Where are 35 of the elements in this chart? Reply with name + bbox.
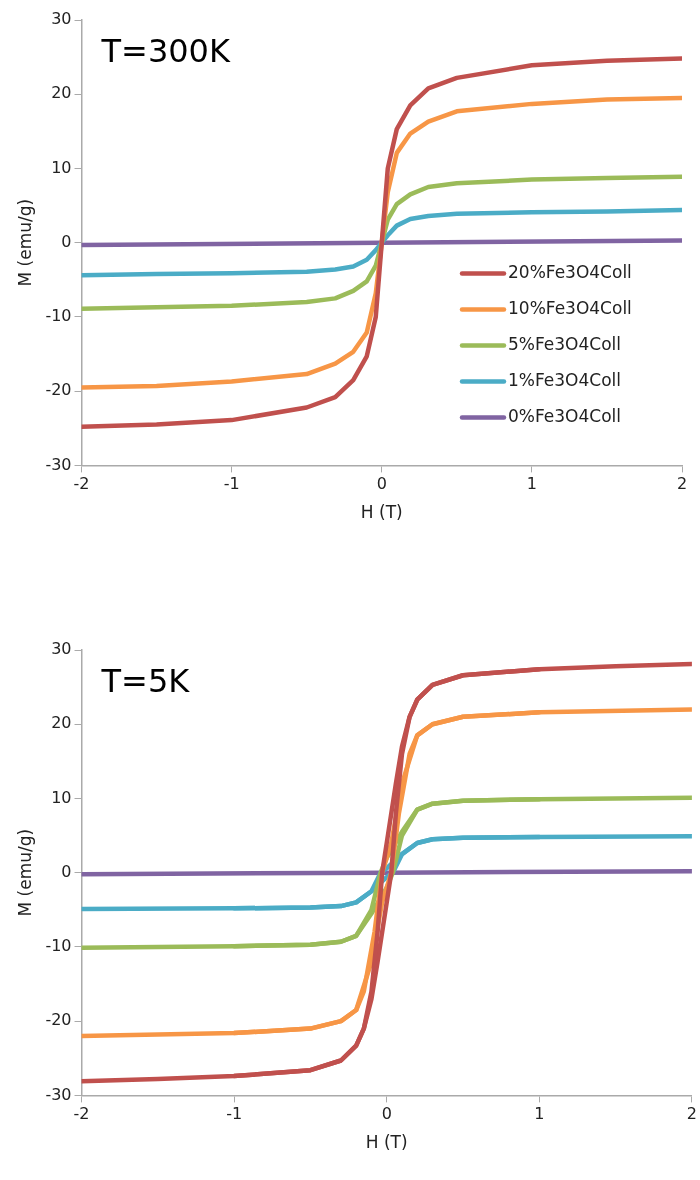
x-tick-label: 2 — [676, 474, 688, 494]
annotation: T=300K — [100, 32, 231, 71]
y-tick-label: -20 — [45, 1010, 72, 1030]
x-tick-label: -1 — [223, 474, 240, 494]
y-tick-label: 20 — [51, 83, 72, 103]
y-tick-label: 0 — [61, 861, 72, 881]
y-tick-label: -30 — [45, 1084, 72, 1104]
legend-label: 10%Fe3O4Coll — [508, 297, 632, 318]
y-tick-label: 10 — [51, 157, 72, 177]
x-tick-label: -2 — [73, 1104, 90, 1124]
x-tick-label: 0 — [381, 1104, 392, 1124]
y-tick-label: 30 — [51, 639, 72, 659]
x-tick-label: -1 — [226, 1104, 243, 1124]
x-axis-title: H (T) — [365, 1132, 408, 1153]
x-tick-label: 0 — [376, 474, 387, 494]
annotation: T=5K — [100, 662, 191, 701]
y-axis-title: M (emu/g) — [14, 828, 35, 917]
x-tick-label: 2 — [686, 1104, 697, 1124]
legend-label: 0%Fe3O4Coll — [508, 405, 622, 426]
y-tick-label: 10 — [51, 787, 72, 807]
x-axis-title: H (T) — [360, 502, 403, 523]
x-tick-label: 1 — [534, 1104, 545, 1124]
y-tick-label: -20 — [45, 380, 72, 400]
y-tick-label: 20 — [51, 713, 72, 733]
y-tick-label: 0 — [61, 231, 72, 251]
x-tick-label: -2 — [73, 474, 90, 494]
y-tick-label: -10 — [45, 306, 72, 326]
y-tick-label: -10 — [45, 936, 72, 956]
x-tick-label: 1 — [526, 474, 537, 494]
y-tick-label: -30 — [45, 454, 72, 474]
y-axis-title: M (emu/g) — [14, 198, 35, 287]
legend-label: 1%Fe3O4Coll — [508, 369, 622, 390]
y-tick-label: 30 — [51, 9, 72, 29]
legend-label: 5%Fe3O4Coll — [508, 333, 622, 354]
legend-label: 20%Fe3O4Coll — [508, 261, 632, 282]
